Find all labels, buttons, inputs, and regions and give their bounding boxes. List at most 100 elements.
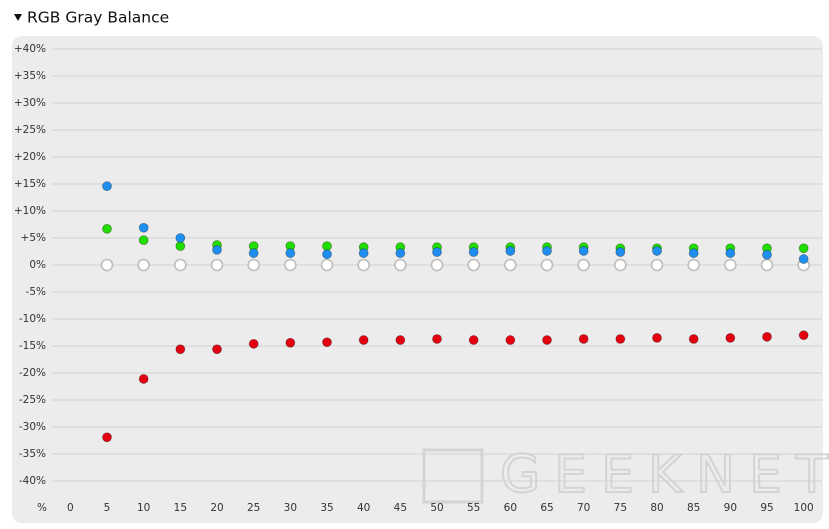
x-tick-label: 40: [357, 502, 370, 514]
x-tick-label: 70: [577, 502, 590, 514]
plot-background: [12, 36, 823, 523]
x-tick-label: 30: [284, 502, 297, 514]
data-point: [248, 248, 259, 259]
data-point: [322, 241, 332, 252]
data-point: [322, 337, 332, 348]
x-tick-label: 60: [504, 502, 517, 514]
y-tick-label: -25%: [19, 394, 46, 406]
x-tick-label: 90: [724, 502, 737, 514]
x-tick-label: 35: [320, 502, 333, 514]
reference-point: [100, 258, 114, 272]
data-point: [358, 248, 369, 259]
y-tick-label: +25%: [14, 124, 46, 136]
x-tick-label: 25: [247, 502, 260, 514]
reference-point: [577, 258, 590, 272]
x-tick-label: 45: [394, 502, 407, 514]
y-tick-label: -35%: [19, 448, 46, 460]
data-point: [725, 332, 736, 343]
x-tick-label: 100: [794, 502, 814, 514]
y-tick-label: +40%: [14, 43, 46, 55]
data-point: [762, 249, 772, 260]
reference-point: [320, 258, 334, 272]
x-tick-label: 10: [137, 502, 150, 514]
data-point: [798, 330, 809, 341]
data-point: [652, 332, 662, 343]
data-point: [468, 335, 479, 345]
data-point: [798, 254, 809, 264]
y-tick-label: +15%: [14, 178, 46, 190]
data-point: [175, 233, 186, 243]
data-point: [212, 344, 222, 355]
y-tick-label: +10%: [14, 205, 46, 217]
y-tick-label: -10%: [19, 313, 46, 325]
y-tick-label: -5%: [26, 286, 46, 298]
data-point: [138, 374, 149, 384]
x-tick-label: 85: [687, 502, 700, 514]
data-point: [578, 334, 589, 344]
data-point: [688, 248, 699, 259]
x-tick-label: 0: [67, 502, 74, 514]
y-tick-label: +20%: [14, 151, 46, 163]
y-tick-label: 0%: [29, 259, 46, 271]
reference-point: [614, 258, 627, 272]
data-point: [688, 334, 699, 344]
x-tick-label: 95: [760, 502, 773, 514]
data-point: [432, 247, 442, 257]
y-tick-label: -40%: [19, 475, 46, 487]
reference-point: [210, 258, 224, 272]
data-point: [212, 244, 222, 255]
x-tick-label: 55: [467, 502, 480, 514]
data-point: [615, 334, 626, 344]
reference-point: [247, 258, 260, 272]
data-point: [138, 222, 149, 233]
reference-point: [467, 258, 480, 272]
y-tick-label: -15%: [19, 340, 46, 352]
data-point: [102, 432, 112, 443]
y-tick-label: -30%: [19, 421, 46, 433]
x-tick-label: 15: [174, 502, 187, 514]
collapse-arrow[interactable]: [14, 14, 22, 21]
data-point: [358, 335, 369, 345]
data-point: [615, 247, 626, 257]
x-tick-label: 75: [614, 502, 627, 514]
data-point: [395, 335, 406, 345]
reference-point: [430, 258, 444, 272]
data-point: [468, 247, 479, 257]
reference-point: [724, 258, 737, 272]
data-point: [285, 337, 296, 348]
data-point: [762, 331, 772, 342]
reference-point: [760, 258, 774, 272]
data-point: [102, 181, 112, 192]
reference-point: [174, 258, 187, 272]
x-tick-label: 20: [210, 502, 223, 514]
reference-point: [137, 258, 150, 272]
reference-point: [394, 258, 407, 272]
y-tick-label: +5%: [21, 232, 46, 244]
x-axis-label: %: [37, 502, 47, 514]
reference-point: [357, 258, 370, 272]
y-tick-label: -20%: [19, 367, 46, 379]
data-point: [578, 246, 589, 256]
data-point: [175, 241, 186, 252]
data-point: [248, 338, 259, 349]
x-tick-label: 80: [650, 502, 663, 514]
reference-point: [284, 258, 297, 272]
data-point: [542, 246, 552, 256]
data-point: [725, 248, 736, 259]
data-point: [138, 235, 149, 246]
reference-point: [504, 258, 517, 272]
x-tick-label: 5: [104, 502, 111, 514]
data-point: [395, 248, 406, 259]
data-point: [175, 344, 186, 355]
data-point: [652, 246, 662, 256]
data-point: [102, 223, 112, 234]
reference-point: [687, 258, 700, 272]
data-point: [432, 334, 442, 344]
x-tick-label: 50: [430, 502, 443, 514]
data-point: [322, 249, 332, 260]
data-point: [505, 335, 516, 345]
data-point: [285, 248, 296, 259]
y-tick-label: +35%: [14, 70, 46, 82]
